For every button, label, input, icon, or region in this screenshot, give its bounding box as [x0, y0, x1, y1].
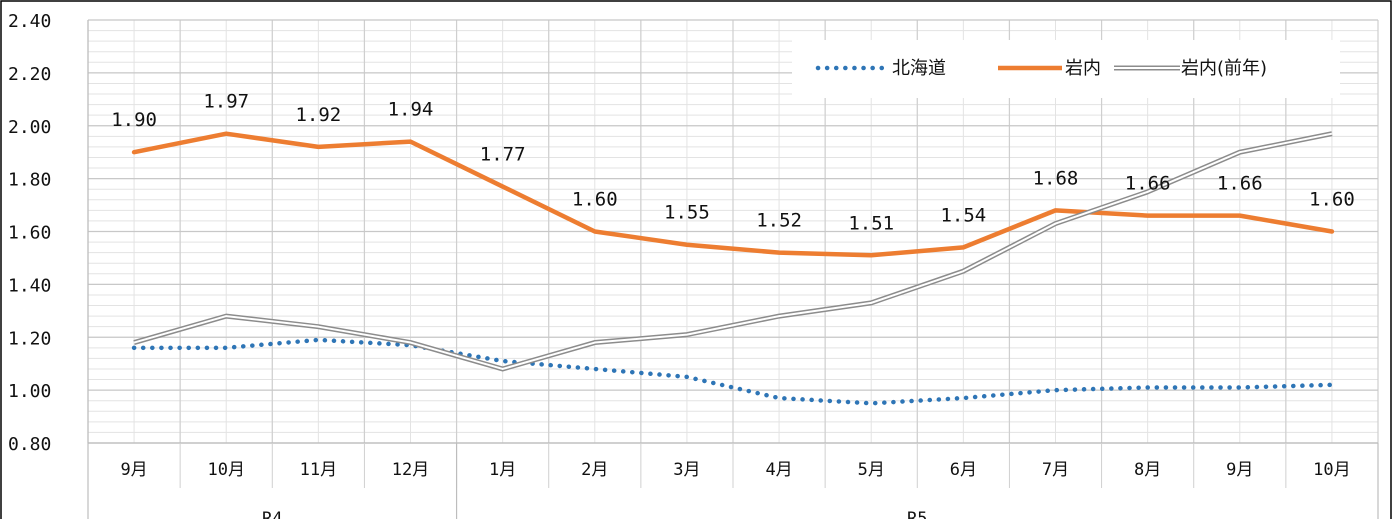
series-line-iwanai: [131, 131, 1335, 258]
y-tick-label: 1.80: [8, 170, 51, 191]
x-tick-label: 10月: [207, 460, 244, 480]
legend: 北海道 岩内 岩内(前年): [792, 40, 1340, 98]
y-tick-label: 2.20: [8, 64, 51, 85]
x-tick-label: 11月: [300, 460, 337, 480]
x-tick-label: 9月: [1226, 460, 1253, 480]
legend-label-iwanai-prev-year: 岩内(前年): [1181, 58, 1267, 79]
data-label: 1.92: [295, 104, 341, 126]
data-label: 1.60: [1309, 189, 1355, 211]
data-label: 1.54: [940, 204, 986, 226]
data-label: 1.55: [664, 202, 710, 224]
group-label: R5: [907, 509, 927, 519]
data-label: 1.94: [388, 99, 434, 121]
series: [131, 131, 1335, 406]
x-tick-label: 8月: [1134, 460, 1161, 480]
series-line-hokkaido: [131, 337, 1335, 406]
legend-label-iwanai: 岩内: [1065, 58, 1101, 79]
data-labels: 1.90 1.97 1.92 1.94 1.77 1.60 1.55 1.52 1.51 1.54…: [111, 91, 1355, 235]
data-label: 1.90: [111, 109, 157, 131]
x-tick-label: 1月: [489, 460, 516, 480]
x-tick-label: 7月: [1042, 460, 1069, 480]
data-label: 1.66: [1125, 173, 1171, 195]
y-tick-label: 2.40: [8, 11, 51, 32]
y-tick-label: 1.40: [8, 275, 51, 296]
y-tick-label: 1.00: [8, 381, 51, 402]
data-label: 1.51: [848, 212, 894, 234]
data-label: 1.52: [756, 210, 802, 232]
data-label: 1.60: [572, 189, 618, 211]
x-tick-label: 4月: [765, 460, 792, 480]
x-tick-label: 9月: [120, 460, 147, 480]
x-tick-label: 3月: [673, 460, 700, 480]
x-tick-label: 5月: [858, 460, 885, 480]
x-tick-label: 10月: [1313, 460, 1350, 480]
data-label: 1.77: [480, 144, 526, 166]
axes: 0.80 1.00 1.20 1.40 1.60 1.80 2.00 2.20 2.40 9月 10…: [8, 11, 1379, 519]
y-tick-label: 1.60: [8, 223, 51, 244]
series-line-iwanai-prev-year-inner: [133, 132, 1333, 370]
legend-label-hokkaido: 北海道: [892, 58, 946, 79]
x-tick-label: 12月: [392, 460, 429, 480]
data-label: 1.66: [1217, 173, 1263, 195]
data-label: 1.68: [1033, 167, 1079, 189]
x-tick-label: 6月: [950, 460, 977, 480]
group-label: R4: [262, 509, 282, 519]
y-tick-label: 1.20: [8, 328, 51, 349]
y-tick-label: 0.80: [8, 434, 51, 455]
y-tick-label: 2.00: [8, 117, 51, 138]
data-label: 1.97: [203, 91, 249, 113]
x-tick-label: 2月: [581, 460, 608, 480]
